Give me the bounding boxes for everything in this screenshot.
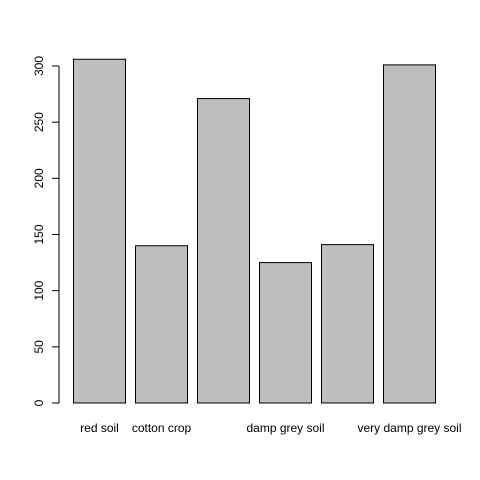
y-tick-label: 50	[32, 340, 46, 354]
x-category-label: red soil	[80, 421, 119, 435]
bar-2	[197, 98, 250, 404]
y-tick-label: 300	[32, 56, 46, 76]
y-tick-label: 100	[32, 280, 46, 300]
y-axis: 0 50 100 150 200 250 300	[32, 56, 60, 406]
y-tick-label: 150	[32, 224, 46, 244]
bar-3	[259, 262, 312, 404]
y-tick-label: 250	[32, 112, 46, 132]
bars-group	[73, 58, 436, 404]
bar-0	[73, 58, 126, 404]
y-tick-label: 200	[32, 168, 46, 188]
bar-4	[321, 244, 374, 404]
bar-1	[135, 245, 188, 404]
bar-5	[383, 64, 436, 404]
y-tick-label: 0	[32, 399, 46, 406]
x-category-label: damp grey soil	[246, 421, 324, 435]
x-category-label: cotton crop	[132, 421, 192, 435]
x-category-label: very damp grey soil	[357, 421, 461, 435]
x-axis-labels: red soil cotton crop damp grey soil very da…	[80, 421, 461, 435]
